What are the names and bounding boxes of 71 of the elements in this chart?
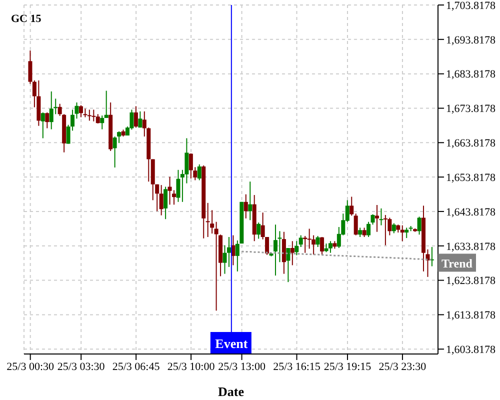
y-tick-label: 1,703.8178	[446, 0, 496, 12]
candlestick	[316, 235, 320, 248]
candlestick	[214, 221, 218, 312]
y-tick-label: 1,663.8178	[446, 138, 496, 150]
candlestick	[45, 112, 50, 129]
candlestick	[303, 235, 308, 254]
candlestick	[168, 176, 172, 206]
candlestick	[188, 152, 193, 179]
candlestick	[392, 222, 396, 234]
candlestick	[138, 110, 142, 128]
text: GC 15	[11, 13, 42, 25]
candlestick	[87, 109, 92, 122]
candlestick	[96, 114, 100, 124]
x-tick-label: 25/3 06:45	[112, 360, 160, 373]
candlestick	[290, 240, 294, 266]
candlestick	[294, 240, 299, 256]
candlestick	[362, 227, 366, 238]
candlestick	[404, 227, 409, 239]
x-tick-label: 25/3 10:00	[167, 360, 216, 373]
candlestick	[366, 221, 371, 238]
candlestick	[379, 208, 384, 226]
candlestick	[256, 222, 261, 240]
candlestick	[248, 181, 252, 221]
y-tick-label: 1,693.8178	[446, 34, 496, 46]
candlestick	[155, 184, 160, 212]
candlestick	[282, 231, 286, 274]
y-tick-label: 1,653.8178	[446, 172, 496, 184]
candlestick	[320, 236, 324, 256]
candlestick	[244, 194, 248, 219]
candlestick	[400, 224, 404, 242]
x-tick-label: 25/3 00:30	[6, 360, 55, 373]
candlestick	[100, 115, 104, 130]
series-label: Trend	[442, 256, 473, 271]
candlestick	[159, 184, 164, 216]
candlestick	[298, 234, 303, 248]
candlestick	[417, 216, 422, 236]
candlestick	[92, 109, 96, 122]
candlestick	[176, 169, 180, 202]
y-tick-label: 1,603.8178	[446, 344, 496, 356]
candlestick	[28, 50, 32, 84]
y-tick-label: 1,683.8178	[446, 68, 496, 81]
candlestick	[354, 213, 358, 236]
candlestick	[286, 248, 290, 283]
y-tick-label: 1,643.8178	[446, 206, 496, 218]
candlestick	[117, 130, 122, 144]
x-tick-label: 25/3 03:30	[57, 360, 106, 373]
y-tick-label: 1,633.8178	[446, 240, 496, 253]
candlestick	[350, 196, 354, 216]
candlestick	[383, 214, 388, 246]
candlestick	[40, 112, 45, 139]
y-tick-label: 1,623.8178	[446, 275, 496, 288]
x-tick-label: 25/3 13:00	[218, 360, 266, 373]
candlestick	[49, 90, 54, 130]
candlestick	[206, 202, 210, 238]
y-tick-label: 1,673.8178	[446, 103, 496, 116]
annotation: Event	[215, 336, 248, 351]
candlestick	[374, 204, 379, 232]
x-tick-label: 25/3 23:30	[378, 360, 427, 373]
candlestick	[164, 186, 168, 220]
candlestick	[274, 224, 278, 276]
x-tick-label: 25/3 16:15	[273, 360, 321, 373]
candlestick	[134, 106, 138, 128]
candlestick	[328, 240, 332, 254]
candlestick	[78, 104, 83, 118]
candlestick	[197, 164, 202, 181]
candlestick	[104, 90, 108, 118]
x-tick-label: 25/3 19:15	[324, 360, 372, 373]
candlestick	[370, 214, 375, 226]
y-tick-label: 1,613.8178	[446, 310, 496, 322]
candlestick	[358, 227, 362, 238]
x-axis-title: Date	[218, 384, 244, 399]
